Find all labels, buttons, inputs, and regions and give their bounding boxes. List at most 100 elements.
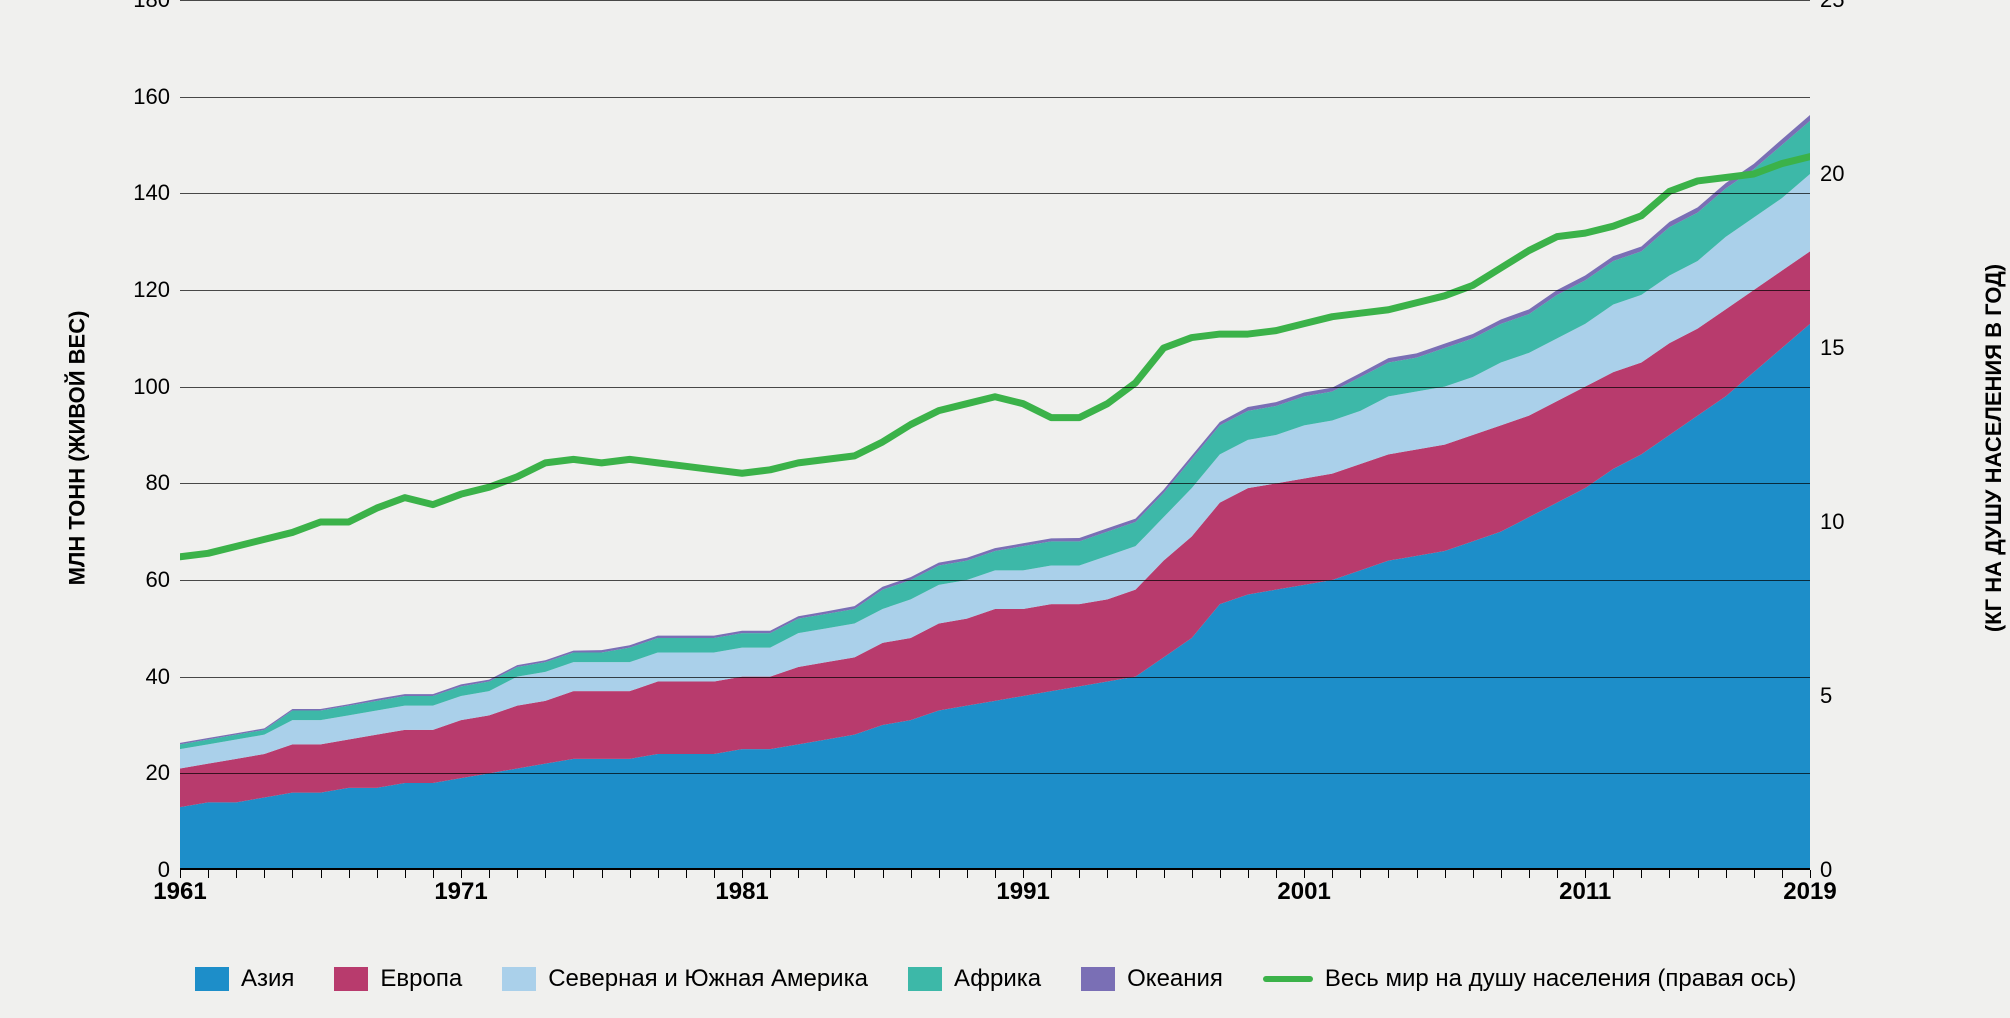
- y-right-tick: 20: [1820, 161, 1880, 187]
- gridline: [180, 483, 1810, 484]
- x-tick: 1991: [996, 878, 1049, 906]
- x-minor-tick: [1557, 870, 1558, 878]
- legend-label: Азия: [241, 965, 294, 993]
- x-minor-tick: [1136, 870, 1137, 878]
- legend-item-americas: Северная и Южная Америка: [502, 965, 868, 993]
- x-minor-tick: [1529, 870, 1530, 878]
- x-minor-tick: [461, 870, 462, 878]
- x-minor-tick: [770, 870, 771, 878]
- x-minor-tick: [180, 870, 181, 878]
- y-left-tick: 140: [110, 180, 170, 206]
- y-right-tick: 10: [1820, 509, 1880, 535]
- x-minor-tick: [967, 870, 968, 878]
- x-minor-tick: [1669, 870, 1670, 878]
- legend-swatch: [908, 967, 942, 991]
- y-left-tick: 100: [110, 374, 170, 400]
- x-minor-tick: [545, 870, 546, 878]
- legend-item-asia: Азия: [195, 965, 294, 993]
- x-minor-tick: [1782, 870, 1783, 878]
- y-left-tick: 180: [110, 0, 170, 13]
- y-left-tick: 20: [110, 760, 170, 786]
- gridline: [180, 193, 1810, 194]
- x-minor-tick: [1585, 870, 1586, 878]
- legend-label: Весь мир на душу населения (правая ось): [1325, 965, 1797, 993]
- legend-item-europe: Европа: [334, 965, 462, 993]
- x-minor-tick: [264, 870, 265, 878]
- x-minor-tick: [1023, 870, 1024, 878]
- x-minor-tick: [1726, 870, 1727, 878]
- legend-item-per-capita: Весь мир на душу населения (правая ось): [1263, 965, 1797, 993]
- x-minor-tick: [1360, 870, 1361, 878]
- plot-area: 0204060801001201401601800510152025196119…: [180, 0, 1810, 870]
- y-right-tick: 5: [1820, 683, 1880, 709]
- x-minor-tick: [349, 870, 350, 878]
- x-minor-tick: [236, 870, 237, 878]
- x-minor-tick: [1107, 870, 1108, 878]
- x-minor-tick: [1164, 870, 1165, 878]
- x-minor-tick: [1051, 870, 1052, 878]
- x-minor-tick: [1079, 870, 1080, 878]
- x-minor-tick: [995, 870, 996, 878]
- legend-line-swatch: [1263, 976, 1313, 982]
- y-axis-left-label: МЛН ТОНН (ЖИВОЙ ВЕС): [64, 311, 90, 586]
- legend-swatch: [334, 967, 368, 991]
- x-minor-tick: [377, 870, 378, 878]
- x-minor-tick: [1276, 870, 1277, 878]
- legend-swatch: [1081, 967, 1115, 991]
- legend-label: Океания: [1127, 965, 1223, 993]
- x-tick: 2001: [1277, 878, 1330, 906]
- x-minor-tick: [1388, 870, 1389, 878]
- x-minor-tick: [1501, 870, 1502, 878]
- x-minor-tick: [573, 870, 574, 878]
- gridline: [180, 387, 1810, 388]
- x-minor-tick: [883, 870, 884, 878]
- legend-item-oceania: Океания: [1081, 965, 1223, 993]
- legend-label: Африка: [954, 965, 1041, 993]
- gridline: [180, 773, 1810, 774]
- gridline: [180, 0, 1810, 1]
- x-tick: 1961: [153, 878, 206, 906]
- legend-item-africa: Африка: [908, 965, 1041, 993]
- x-minor-tick: [1810, 870, 1811, 878]
- x-tick: 1981: [715, 878, 768, 906]
- x-minor-tick: [658, 870, 659, 878]
- x-minor-tick: [1417, 870, 1418, 878]
- x-minor-tick: [1445, 870, 1446, 878]
- legend-swatch: [502, 967, 536, 991]
- y-right-tick: 15: [1820, 335, 1880, 361]
- y-left-tick: 160: [110, 84, 170, 110]
- chart-svg: [180, 0, 1810, 870]
- y-left-tick: 60: [110, 567, 170, 593]
- gridline: [180, 677, 1810, 678]
- x-minor-tick: [1641, 870, 1642, 878]
- x-minor-tick: [1304, 870, 1305, 878]
- x-minor-tick: [292, 870, 293, 878]
- x-tick: 1971: [434, 878, 487, 906]
- y-right-tick: 25: [1820, 0, 1880, 13]
- x-minor-tick: [630, 870, 631, 878]
- x-minor-tick: [433, 870, 434, 878]
- x-minor-tick: [517, 870, 518, 878]
- x-minor-tick: [686, 870, 687, 878]
- y-left-tick: 120: [110, 277, 170, 303]
- legend-label: Северная и Южная Америка: [548, 965, 868, 993]
- x-minor-tick: [321, 870, 322, 878]
- x-minor-tick: [714, 870, 715, 878]
- x-minor-tick: [1613, 870, 1614, 878]
- x-minor-tick: [939, 870, 940, 878]
- gridline: [180, 97, 1810, 98]
- x-minor-tick: [405, 870, 406, 878]
- y-left-tick: 40: [110, 664, 170, 690]
- x-minor-tick: [798, 870, 799, 878]
- x-minor-tick: [1220, 870, 1221, 878]
- x-minor-tick: [1698, 870, 1699, 878]
- x-minor-tick: [1192, 870, 1193, 878]
- x-tick: 2019: [1783, 878, 1836, 906]
- x-minor-tick: [854, 870, 855, 878]
- legend: Азия Европа Северная и Южная Америка Африка…: [195, 965, 1796, 993]
- x-minor-tick: [1248, 870, 1249, 878]
- chart-container: МЛН ТОНН (ЖИВОЙ ВЕС) (КГ НА ДУШУ НАСЕЛЕН…: [0, 0, 2010, 1018]
- x-minor-tick: [911, 870, 912, 878]
- x-tick: 2011: [1559, 878, 1611, 906]
- x-minor-tick: [208, 870, 209, 878]
